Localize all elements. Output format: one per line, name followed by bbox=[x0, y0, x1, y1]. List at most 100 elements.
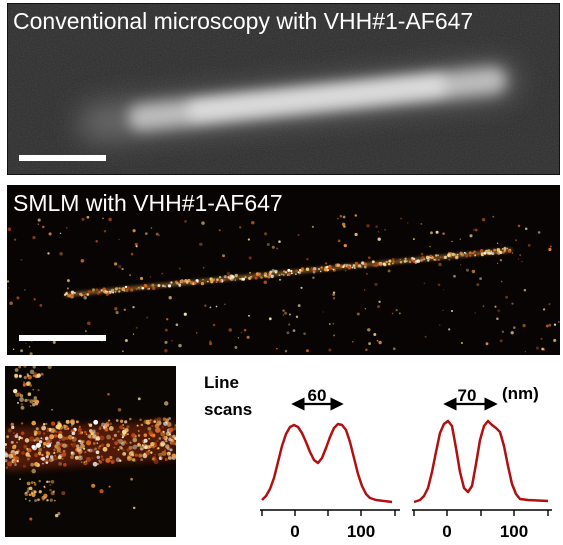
localization-dot bbox=[165, 431, 170, 436]
localization-dot bbox=[108, 485, 111, 488]
localization-dot bbox=[271, 269, 275, 273]
localization-dot bbox=[46, 499, 49, 502]
localization-dot bbox=[24, 289, 26, 291]
localization-dot bbox=[331, 267, 333, 270]
localization-dot bbox=[254, 276, 258, 280]
localization-dot bbox=[105, 457, 111, 463]
localization-dot bbox=[391, 258, 395, 261]
localization-dot bbox=[442, 289, 445, 291]
localization-dot bbox=[28, 493, 32, 497]
smlm-scalebar bbox=[19, 335, 106, 341]
localization-dot bbox=[506, 247, 509, 250]
localization-dot bbox=[106, 443, 110, 448]
localization-dot bbox=[258, 272, 261, 275]
localization-dot bbox=[102, 217, 104, 219]
localization-dot bbox=[282, 273, 285, 276]
localization-dot bbox=[26, 489, 30, 493]
localization-dot bbox=[540, 337, 543, 340]
localization-dot bbox=[460, 341, 464, 345]
localization-dot bbox=[490, 250, 493, 253]
localization-dot bbox=[482, 305, 485, 308]
smlm-title: SMLM with VHH#1-AF647 bbox=[13, 190, 283, 216]
localization-dot bbox=[468, 251, 472, 255]
localization-dot bbox=[29, 369, 35, 375]
localization-dot bbox=[83, 294, 86, 297]
localization-dot bbox=[34, 462, 39, 467]
localization-dot bbox=[319, 270, 322, 273]
localization-dot bbox=[28, 486, 33, 491]
localization-dot bbox=[542, 308, 546, 311]
localization-dot bbox=[38, 479, 41, 483]
localization-dot bbox=[135, 326, 138, 329]
localization-dot bbox=[548, 303, 551, 306]
localization-dot bbox=[356, 312, 360, 316]
localization-dot bbox=[65, 226, 68, 229]
localization-dot bbox=[146, 419, 151, 424]
localization-dot bbox=[11, 425, 15, 430]
localization-dot bbox=[282, 270, 286, 273]
localization-dot bbox=[125, 288, 129, 293]
localization-dot bbox=[311, 225, 314, 228]
localization-dot bbox=[118, 290, 121, 293]
localization-dot bbox=[453, 274, 456, 278]
localization-dot bbox=[164, 340, 168, 344]
localization-dot bbox=[284, 350, 288, 353]
localization-dot bbox=[20, 258, 23, 261]
localization-dot bbox=[122, 423, 125, 426]
localization-dot bbox=[107, 392, 110, 396]
localization-dot bbox=[378, 340, 382, 345]
localization-dot bbox=[218, 279, 222, 283]
localization-dot bbox=[84, 293, 87, 296]
localization-dot bbox=[48, 480, 51, 483]
localization-dot bbox=[501, 330, 505, 333]
localization-dot bbox=[487, 249, 491, 252]
localization-dot bbox=[178, 343, 182, 348]
localization-dot bbox=[168, 437, 172, 442]
localization-dot bbox=[140, 458, 143, 462]
localization-dot bbox=[228, 328, 232, 332]
localization-dot bbox=[85, 433, 88, 436]
localization-dot bbox=[333, 334, 336, 337]
scan2-tick-label-100: 100 bbox=[500, 522, 528, 541]
localization-dot bbox=[290, 269, 293, 273]
localization-dot bbox=[328, 323, 331, 325]
localization-dot bbox=[5, 446, 8, 449]
localization-dot bbox=[81, 440, 85, 443]
localization-dot bbox=[189, 279, 191, 282]
localization-dot bbox=[45, 440, 51, 446]
localization-dot bbox=[184, 279, 188, 283]
localization-dot bbox=[59, 232, 62, 235]
localization-dot bbox=[26, 374, 30, 377]
localization-dot bbox=[175, 323, 179, 327]
localization-dot bbox=[99, 435, 105, 441]
localization-dot bbox=[423, 282, 426, 285]
localization-dot bbox=[500, 280, 503, 283]
localization-dot bbox=[27, 448, 32, 453]
localization-dot bbox=[27, 398, 30, 401]
localization-dot bbox=[377, 237, 381, 241]
localization-dot bbox=[378, 261, 381, 265]
localization-dot bbox=[140, 286, 142, 288]
localization-dot bbox=[332, 322, 335, 325]
localization-dot bbox=[400, 217, 402, 220]
localization-dot bbox=[373, 333, 377, 336]
localization-dot bbox=[332, 293, 335, 296]
localization-dot bbox=[10, 422, 15, 427]
localization-dot bbox=[460, 252, 465, 257]
localization-dot bbox=[454, 255, 459, 260]
localization-dot bbox=[121, 433, 126, 438]
localization-dot bbox=[249, 271, 251, 274]
localization-dot bbox=[9, 301, 13, 305]
localization-dot bbox=[95, 450, 99, 454]
localization-dot bbox=[120, 433, 123, 436]
localization-dot bbox=[77, 432, 81, 435]
localization-dot bbox=[92, 429, 96, 433]
localization-dot bbox=[240, 331, 243, 334]
localization-dot bbox=[131, 433, 136, 438]
localization-dot bbox=[136, 424, 139, 427]
localization-dot bbox=[166, 318, 169, 321]
localization-dot bbox=[12, 445, 17, 450]
localization-dot bbox=[248, 314, 250, 317]
localization-dot bbox=[218, 229, 221, 232]
localization-dot bbox=[54, 456, 59, 461]
